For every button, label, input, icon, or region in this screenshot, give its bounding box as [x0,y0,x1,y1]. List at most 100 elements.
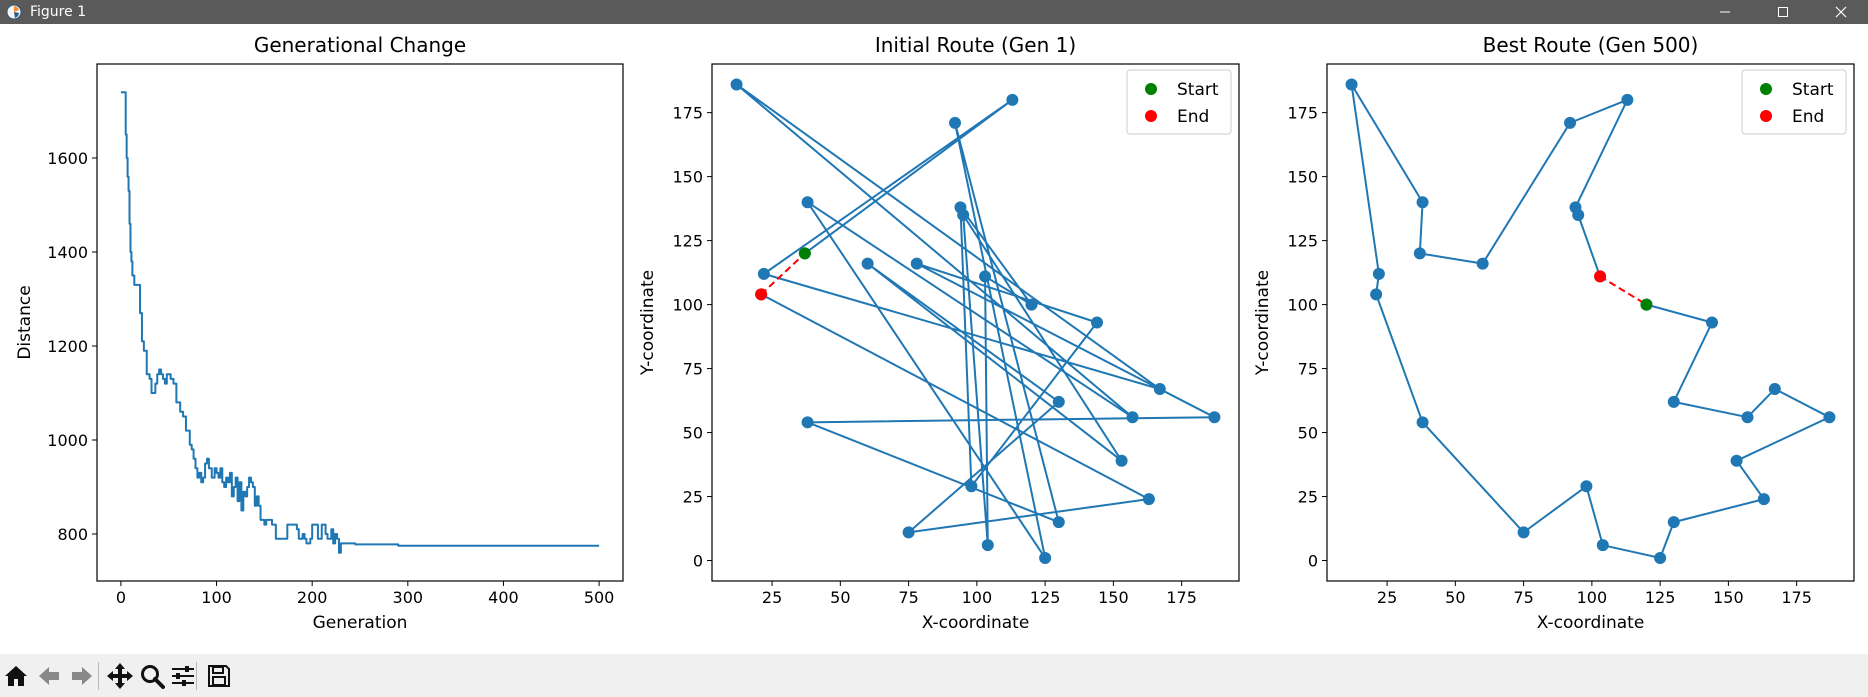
toolbar-separator [196,662,197,690]
figure-svg: 0 100 200 300 400 5008001000120014001600Gener… [15,33,1855,633]
x-axis-label: Generation [313,613,408,633]
route-point [1413,247,1426,260]
x-tick-label: 100 [962,588,993,607]
end-point [1594,270,1607,283]
legend-marker [1145,83,1157,95]
route-point [1572,209,1585,222]
route-point [1372,267,1385,280]
x-tick-label: 100 [1577,588,1608,607]
chart-title: Generational Change [254,33,466,57]
y-tick-label: 100 [1287,296,1318,315]
save-button[interactable] [205,662,233,690]
axes-3 [1322,78,1836,586]
route-point [902,526,915,539]
route-point [1823,411,1836,424]
home-button[interactable] [2,662,30,690]
route-point [1126,411,1139,424]
chart-title: Best Route (Gen 500) [1483,33,1699,57]
x-tick-label: 75 [1513,588,1533,607]
legend-label: Start [1177,80,1219,100]
y-tick-label: 175 [672,104,703,123]
minimize-icon [1720,11,1730,13]
y-tick-label: 1600 [47,149,88,168]
zoom-button[interactable] [138,662,166,690]
y-tick-label: 800 [57,525,88,544]
maximize-icon [1778,7,1788,17]
x-tick-label: 125 [1645,588,1676,607]
y-tick-label: 1000 [47,431,88,450]
route-point [757,267,770,280]
pan-button[interactable] [106,662,134,690]
route-point [910,257,923,270]
x-tick-label: 0 [116,588,126,607]
y-tick-label: 25 [1298,488,1318,507]
route-point [979,270,992,283]
matplotlib-logo-icon [6,4,22,20]
y-axis-label: Y-coordinate [1253,270,1273,376]
configure-subplots-button[interactable] [169,662,197,690]
route-point [1025,298,1038,311]
navigation-toolbar [0,654,1868,697]
y-tick-label: 25 [683,488,703,507]
end-point [755,288,768,301]
route-point [965,480,978,493]
route-point [1768,383,1781,396]
x-tick-label: 175 [1781,588,1812,607]
y-tick-label: 50 [683,424,703,443]
window-title: Figure 1 [30,4,87,20]
route-point [1370,288,1383,301]
x-tick-label: 50 [830,588,850,607]
forward-button[interactable] [68,662,96,690]
route-point [1115,454,1128,467]
route-point [861,257,874,270]
maximize-button[interactable] [1760,0,1806,24]
close-button[interactable] [1818,0,1864,24]
route-point [1757,493,1770,506]
figure-canvas: 0 100 200 300 400 500 800 1000 1200 1400 1600 Gener… [0,24,1868,654]
back-icon [39,667,59,685]
x-tick-label: 150 [1713,588,1744,607]
y-tick-label: 0 [1308,552,1318,571]
route-point [1564,116,1577,129]
y-tick-label: 1400 [47,243,88,262]
start-point [798,247,811,260]
x-axis-label: X-coordinate [1537,613,1645,633]
x-tick-label: 150 [1098,588,1129,607]
y-tick-label: 75 [683,360,703,379]
pan-icon [107,663,133,689]
x-tick-label: 175 [1166,588,1197,607]
route-point [1596,539,1609,552]
route-point [1052,516,1065,529]
x-tick-label: 400 [488,588,519,607]
route-point [981,539,994,552]
route-point [1706,316,1719,329]
minimize-button[interactable] [1702,0,1748,24]
legend-marker [1760,110,1772,122]
legend-label: End [1177,107,1209,127]
route-point [730,78,743,91]
y-axis-label: Y-coordinate [638,270,658,376]
x-tick-label: 300 [393,588,424,607]
route-point [1741,411,1754,424]
route-point [801,416,814,429]
route-point [1345,78,1358,91]
y-tick-label: 125 [1287,232,1318,251]
closing-segment-line [760,252,806,296]
x-tick-label: 100 [201,588,232,607]
zoom-icon [141,665,165,689]
y-tick-label: 50 [1298,424,1318,443]
route-point [1091,316,1104,329]
route-point [1667,516,1680,529]
axes-2 [707,78,1221,586]
route-point [1208,411,1221,424]
y-tick-label: 150 [1287,168,1318,187]
window-titlebar: Figure 1 [0,0,1868,24]
legend: Start End [1741,69,1847,135]
y-axis-label: Distance [15,285,35,359]
route-line [735,83,1216,559]
route-point [1730,454,1743,467]
route-point [1153,383,1166,396]
y-tick-label: 150 [672,168,703,187]
y-tick-label: 100 [672,296,703,315]
back-button[interactable] [35,662,63,690]
